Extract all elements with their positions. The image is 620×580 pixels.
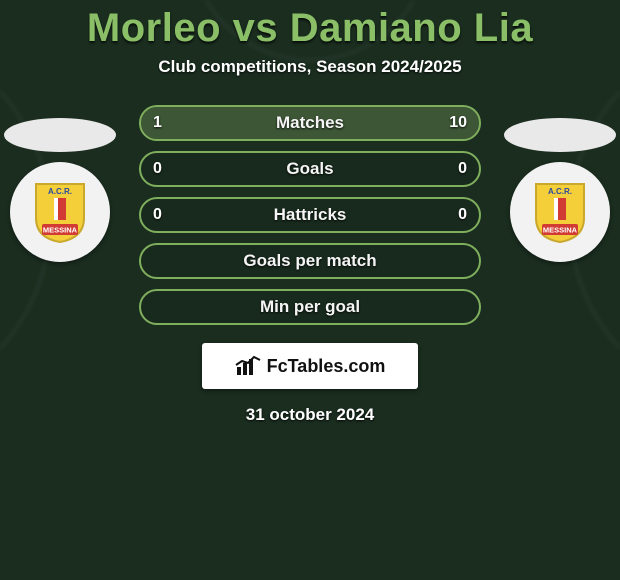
stat-value-left: 0 xyxy=(153,206,162,224)
brand-text: FcTables.com xyxy=(267,356,386,377)
stat-label: Goals xyxy=(286,159,333,179)
stat-value-left: 0 xyxy=(153,160,162,178)
stat-row: 1 10 Matches xyxy=(139,105,481,141)
svg-text:MESSINA: MESSINA xyxy=(543,226,578,235)
shield-icon: A.C.R. MESSINA xyxy=(532,180,588,244)
stat-row: 0 0 Goals xyxy=(139,151,481,187)
stat-row: 0 0 Hattricks xyxy=(139,197,481,233)
svg-text:A.C.R.: A.C.R. xyxy=(548,187,572,196)
stat-row: Min per goal xyxy=(139,289,481,325)
stat-label: Min per goal xyxy=(260,297,360,317)
stat-value-left: 1 xyxy=(153,114,162,132)
footer-date: 31 october 2024 xyxy=(246,405,375,425)
player-left-avatar xyxy=(4,118,116,152)
stat-value-right: 0 xyxy=(458,206,467,224)
brand-badge: FcTables.com xyxy=(202,343,418,389)
club-badge-left: A.C.R. MESSINA xyxy=(10,162,110,262)
player-left-slot: A.C.R. MESSINA xyxy=(4,118,116,262)
svg-text:A.C.R.: A.C.R. xyxy=(48,187,72,196)
subtitle: Club competitions, Season 2024/2025 xyxy=(158,57,461,77)
stats-rows: 1 10 Matches 0 0 Goals 0 0 Hattricks Goals per ma… xyxy=(139,105,481,325)
stat-row: Goals per match xyxy=(139,243,481,279)
brand-chart-icon xyxy=(235,355,261,377)
stat-label: Matches xyxy=(276,113,344,133)
club-badge-right: A.C.R. MESSINA xyxy=(510,162,610,262)
content-container: Morleo vs Damiano Lia Club competitions,… xyxy=(0,0,620,580)
stat-value-right: 0 xyxy=(458,160,467,178)
player-right-slot: A.C.R. MESSINA xyxy=(504,118,616,262)
player-right-avatar xyxy=(504,118,616,152)
stat-label: Hattricks xyxy=(274,205,347,225)
stat-label: Goals per match xyxy=(243,251,376,271)
stat-value-right: 10 xyxy=(449,114,467,132)
page-title: Morleo vs Damiano Lia xyxy=(87,6,533,51)
svg-text:MESSINA: MESSINA xyxy=(43,226,78,235)
shield-icon: A.C.R. MESSINA xyxy=(32,180,88,244)
